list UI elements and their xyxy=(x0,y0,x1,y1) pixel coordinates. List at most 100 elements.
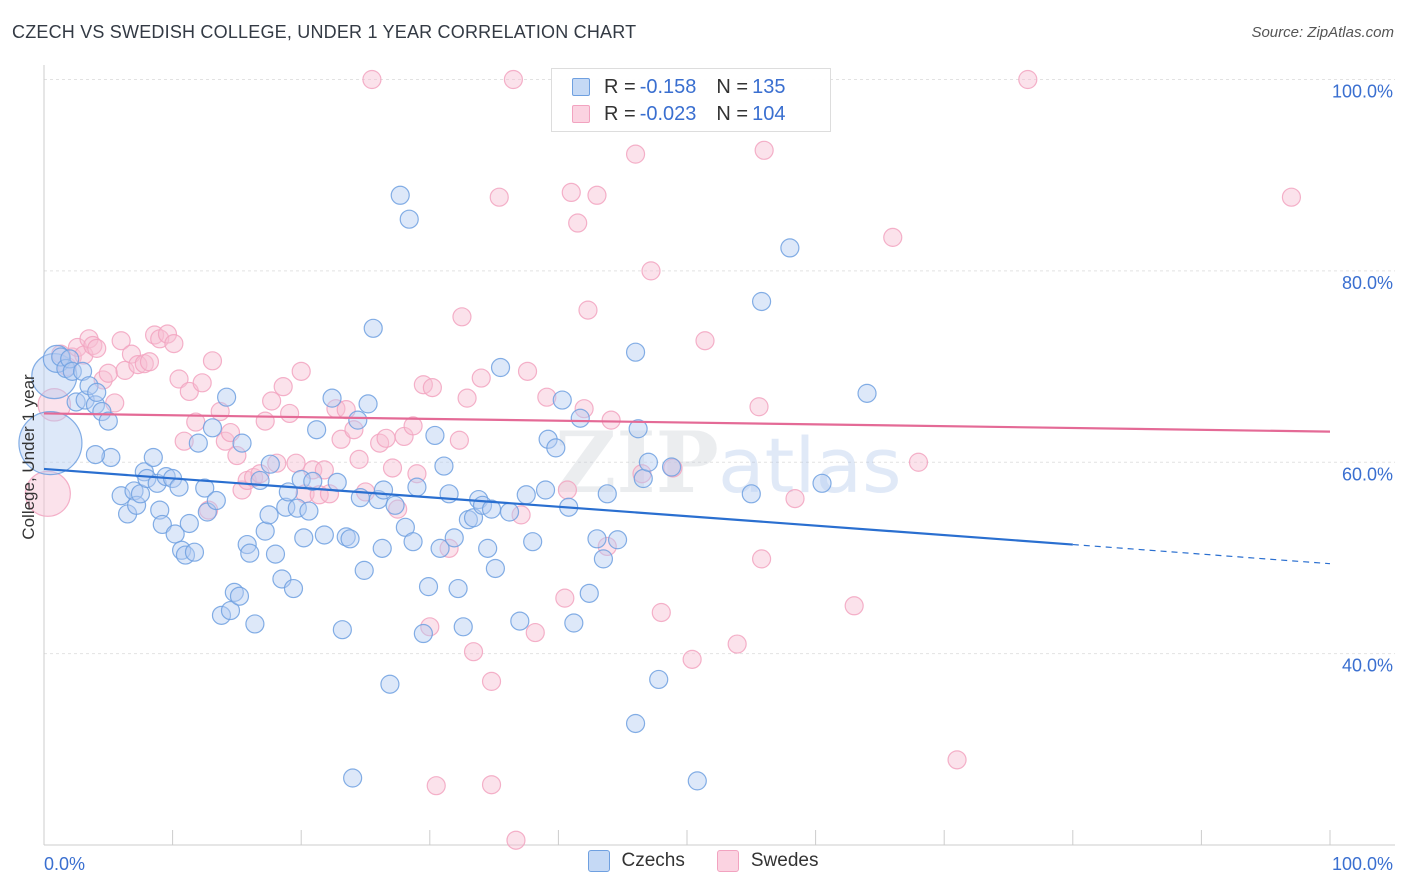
swede-points xyxy=(24,69,1302,850)
swede-point xyxy=(349,449,369,469)
czech-point xyxy=(220,600,241,621)
axes xyxy=(43,65,1395,846)
czech-point xyxy=(751,291,772,312)
swede-point xyxy=(291,361,311,381)
czech-point xyxy=(552,390,572,410)
swede-point xyxy=(121,344,142,364)
czech-point xyxy=(255,521,275,541)
czech-point xyxy=(570,408,590,428)
czech-point xyxy=(101,447,121,468)
czech-point xyxy=(812,473,832,493)
swede-swatch xyxy=(572,105,590,123)
czech-point xyxy=(510,611,530,631)
swede-point xyxy=(202,351,223,371)
swede-point xyxy=(232,480,252,500)
czech-point xyxy=(232,433,252,453)
swedes-swatch xyxy=(716,850,739,872)
swede-point xyxy=(169,369,189,389)
swede-point xyxy=(407,464,427,484)
czech-point xyxy=(245,614,265,634)
swede-point xyxy=(286,453,306,473)
swede-point xyxy=(344,420,364,440)
watermark: ZIP atlas xyxy=(555,413,902,512)
czech-point xyxy=(184,542,205,562)
gridlines xyxy=(44,79,1395,655)
czech-point xyxy=(343,768,363,788)
czech-point xyxy=(741,484,761,504)
czech-point xyxy=(638,452,659,472)
czech-point xyxy=(79,376,99,396)
czech-point xyxy=(60,349,80,369)
swede-point xyxy=(695,331,715,351)
czech-point xyxy=(75,390,95,410)
czech-point xyxy=(413,623,433,644)
czech-point xyxy=(72,361,93,381)
legend-item-swedes[interactable]: Swedes xyxy=(716,850,818,872)
swede-point xyxy=(314,460,334,480)
swede-point xyxy=(87,338,107,358)
swede-point xyxy=(227,445,247,466)
swede-point xyxy=(663,458,683,478)
x-tick-label-min: 0.0% xyxy=(44,854,85,874)
swede-point xyxy=(157,324,178,344)
swede-point xyxy=(164,333,184,354)
swede-n-label: N = xyxy=(716,102,749,125)
czech-point xyxy=(303,471,323,491)
swede-point xyxy=(587,185,607,205)
czech-r-label: R = xyxy=(604,75,636,98)
czech-point xyxy=(407,477,427,497)
swede-point xyxy=(111,331,131,351)
swede-n-value: 104 xyxy=(752,102,786,125)
czech-r-value: -0.158 xyxy=(639,75,697,98)
swede-point xyxy=(262,391,282,411)
czech-point xyxy=(85,444,106,465)
y-axis-label: College, Under 1 year xyxy=(19,374,38,540)
swede-point xyxy=(174,431,194,451)
czech-point xyxy=(62,361,82,381)
czech-swatch xyxy=(572,78,590,96)
czech-point xyxy=(649,669,669,690)
swede-point xyxy=(98,363,118,383)
swede-r-label: R = xyxy=(604,102,636,125)
czech-point xyxy=(444,528,464,548)
trend-lines xyxy=(43,412,1331,565)
swede-point xyxy=(947,750,967,770)
czech-point xyxy=(363,318,383,338)
czech-point xyxy=(523,532,543,552)
czech-point xyxy=(385,495,405,515)
legend-item-czechs[interactable]: Czechs xyxy=(587,850,685,872)
swede-point xyxy=(749,397,769,417)
czech-n-label: N = xyxy=(716,75,749,98)
tick-labels: 40.0% 60.0% 80.0% 100.0% 0.0% 100.0% xyxy=(44,82,1393,875)
czech-point xyxy=(625,713,646,734)
czech-point xyxy=(434,456,454,476)
czech-point xyxy=(179,513,199,534)
czech-point xyxy=(217,387,237,407)
czech-point xyxy=(628,419,648,439)
czech-point xyxy=(597,484,617,504)
czech-point xyxy=(240,543,260,563)
czech-point xyxy=(380,674,400,694)
czech-point xyxy=(98,411,118,431)
czech-point xyxy=(224,582,244,602)
czech-point xyxy=(195,478,215,498)
czech-point xyxy=(340,529,360,549)
czech-point xyxy=(403,532,423,552)
swede-point xyxy=(754,140,774,160)
czech-point xyxy=(430,538,450,558)
swede-point xyxy=(651,602,671,623)
swede-point xyxy=(452,307,472,327)
czech-point xyxy=(283,578,304,599)
czech-point xyxy=(373,480,394,500)
swede-point xyxy=(625,144,646,164)
czech-point xyxy=(564,613,584,633)
czech-point xyxy=(152,514,172,535)
swede-point xyxy=(128,355,148,375)
czech-point xyxy=(535,480,556,500)
swede-point xyxy=(1018,69,1038,90)
swede-point xyxy=(503,69,523,90)
swede-point xyxy=(463,642,484,662)
swede-point xyxy=(568,213,588,233)
czech-points xyxy=(18,185,877,791)
swede-point xyxy=(557,480,578,500)
